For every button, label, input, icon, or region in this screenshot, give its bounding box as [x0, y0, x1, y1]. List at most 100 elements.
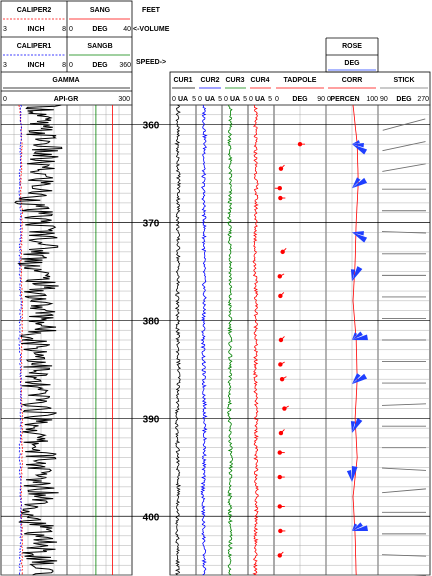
- gamma-title: GAMMA: [52, 77, 79, 84]
- cur4-unit: UA: [255, 96, 265, 103]
- cur1-unit: UA: [178, 96, 188, 103]
- sangb-title: SANGB: [87, 43, 112, 50]
- depth-tick-labels: 360 370 380 390 400: [143, 121, 160, 524]
- curve-cur2: [200, 104, 208, 576]
- stick-mark: [382, 118, 426, 131]
- cur3-min: 0: [224, 96, 228, 103]
- rose-petal: [352, 373, 361, 385]
- caliper2-unit: INCH: [27, 26, 44, 33]
- stick-mark: [381, 231, 427, 234]
- tadpole-title: TADPOLE: [284, 77, 317, 84]
- sang-unit: DEG: [92, 26, 108, 33]
- cur4-max: 5: [268, 96, 272, 103]
- tadpole-unit: DEG: [292, 96, 308, 103]
- tadpole-head: [279, 376, 285, 382]
- rose-petal: [352, 373, 368, 385]
- rose-petal: [351, 465, 358, 482]
- stick-mark: [382, 467, 426, 471]
- rose-petal: [352, 231, 364, 236]
- sangb-min: 0: [69, 62, 73, 69]
- tadpole-tail: [280, 336, 285, 341]
- rose-petal: [352, 417, 363, 434]
- caliper1-min: 3: [3, 62, 7, 69]
- rose-petal: [352, 525, 368, 532]
- caliper2-min: 3: [3, 26, 7, 33]
- tadpole-tail: [282, 248, 287, 253]
- rose-petal: [352, 332, 358, 340]
- stick-mark: [382, 141, 426, 152]
- cur2-unit: UA: [205, 96, 215, 103]
- cur3-max: 5: [243, 96, 247, 103]
- rose-petal: [352, 140, 360, 145]
- tadpole-tail: [279, 273, 285, 277]
- cur2-min: 0: [198, 96, 202, 103]
- curve-cur3: [226, 104, 234, 576]
- sangb-max: 360: [119, 62, 131, 69]
- sang-title: SANG: [90, 7, 111, 14]
- tadpole-tail: [284, 405, 289, 409]
- cur2-max: 5: [218, 96, 222, 103]
- stick-unit: DEG: [396, 96, 412, 103]
- tadpole-min: 0: [275, 96, 279, 103]
- tadpole-marks: [274, 141, 305, 558]
- caliper1-unit: INCH: [27, 62, 44, 69]
- curve-gamma: [14, 104, 63, 576]
- tadpole-max: 90: [317, 96, 325, 103]
- rose-petal: [352, 177, 361, 189]
- depth-tick-label: 380: [143, 316, 160, 327]
- rose-petal: [350, 269, 356, 282]
- rose-petal: [352, 522, 363, 531]
- volume-label: <-VOLUME: [133, 26, 170, 33]
- corr-min: 0: [327, 96, 331, 103]
- gamma-min: 0: [3, 96, 7, 103]
- rose-title: ROSE: [342, 43, 362, 50]
- caliper1-max: 8: [62, 62, 66, 69]
- rose-petal: [352, 266, 363, 282]
- stick-mark: [381, 554, 427, 557]
- rose-petal: [352, 523, 358, 531]
- stick-mark: [381, 403, 427, 406]
- tadpole-tail: [280, 361, 285, 365]
- sangb-unit: DEG: [92, 62, 108, 69]
- tadpole-head: [278, 362, 283, 367]
- corr-title: CORR: [342, 77, 363, 84]
- caliper1-title: CALIPER1: [17, 43, 52, 50]
- stick-mark: [382, 488, 426, 494]
- rose-petal: [350, 421, 356, 434]
- tadpole-head: [282, 406, 287, 411]
- corr-max: 100: [366, 96, 378, 103]
- rose-petal: [352, 144, 368, 155]
- cur1-max: 5: [192, 96, 196, 103]
- cur4-min: 0: [249, 96, 253, 103]
- rose-petal: [352, 232, 368, 243]
- stick-max: 270: [417, 96, 429, 103]
- rose-petal: [352, 331, 363, 340]
- tadpole-tail: [280, 292, 285, 297]
- depth-tick-label: 370: [143, 219, 160, 230]
- gamma-unit: API-GR: [54, 96, 79, 103]
- tadpole-tail: [281, 376, 287, 380]
- rose-petal: [352, 177, 368, 189]
- gamma-max: 300: [118, 96, 130, 103]
- speed-label: SPEED->: [136, 59, 166, 66]
- corr-unit: PERCEN: [330, 96, 359, 103]
- log-curves: [14, 104, 359, 576]
- sang-max: 40: [123, 26, 131, 33]
- rose-petal: [346, 470, 352, 482]
- stick-min: 90: [380, 96, 388, 103]
- depth-tick-label: 360: [143, 121, 160, 132]
- cur1-min: 0: [172, 96, 176, 103]
- tadpole-tail: [280, 164, 285, 169]
- curve-cur1: [174, 104, 182, 576]
- cur3-unit: UA: [230, 96, 240, 103]
- depth-unit-label: FEET: [142, 7, 161, 14]
- tadpole-tail: [280, 429, 285, 434]
- rose-diagrams: [346, 140, 368, 532]
- tadpole-head: [278, 528, 283, 534]
- cur3-title: CUR3: [225, 77, 244, 84]
- stick-marks: [381, 118, 427, 576]
- cur2-title: CUR2: [200, 77, 219, 84]
- cur4-title: CUR4: [250, 77, 269, 84]
